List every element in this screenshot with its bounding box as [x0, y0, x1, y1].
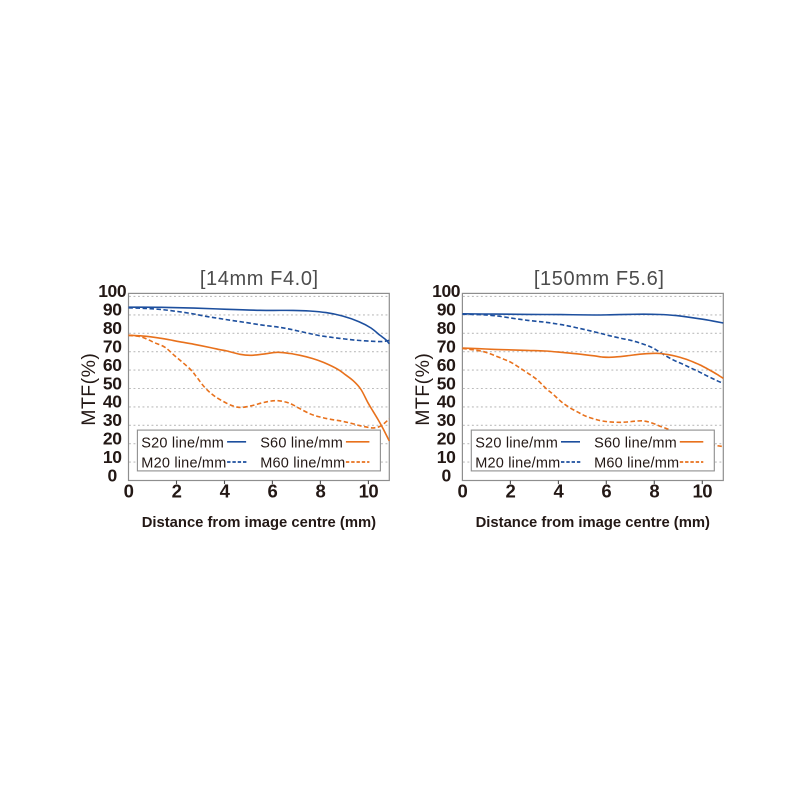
svg-text:8: 8 [316, 481, 326, 502]
svg-text:4: 4 [220, 481, 231, 502]
svg-text:[14mm F4.0]: [14mm F4.0] [200, 268, 319, 290]
svg-text:8: 8 [649, 481, 659, 502]
svg-text:0: 0 [124, 481, 134, 502]
svg-text:M60 line/mm: M60 line/mm [260, 456, 345, 472]
svg-text:6: 6 [268, 481, 278, 502]
svg-text:10: 10 [103, 447, 122, 467]
svg-text:Distance from image centre (mm: Distance from image centre (mm) [142, 515, 376, 531]
svg-text:6: 6 [601, 481, 611, 502]
svg-text:80: 80 [103, 318, 122, 338]
svg-text:30: 30 [437, 410, 456, 430]
svg-text:20: 20 [437, 429, 456, 449]
svg-text:40: 40 [437, 392, 456, 412]
svg-text:70: 70 [437, 337, 456, 357]
svg-text:30: 30 [103, 410, 122, 430]
svg-text:0: 0 [458, 481, 468, 502]
svg-text:S60 line/mm: S60 line/mm [260, 435, 343, 451]
svg-text:S20 line/mm: S20 line/mm [475, 435, 558, 451]
svg-text:10: 10 [693, 481, 713, 502]
svg-text:M20 line/mm: M20 line/mm [475, 456, 560, 472]
svg-text:70: 70 [103, 337, 122, 357]
svg-text:4: 4 [554, 481, 565, 502]
svg-text:100: 100 [98, 281, 127, 301]
svg-text:S60 line/mm: S60 line/mm [594, 435, 677, 451]
svg-text:M20 line/mm: M20 line/mm [141, 456, 226, 472]
svg-text:90: 90 [437, 300, 456, 320]
svg-text:20: 20 [103, 429, 122, 449]
svg-text:80: 80 [437, 318, 456, 338]
svg-text:MTF(%): MTF(%) [412, 353, 434, 426]
svg-text:60: 60 [437, 355, 456, 375]
svg-text:0: 0 [108, 465, 118, 485]
svg-text:M60 line/mm: M60 line/mm [594, 456, 679, 472]
svg-text:100: 100 [432, 281, 461, 301]
svg-text:MTF(%): MTF(%) [78, 353, 100, 426]
svg-text:60: 60 [103, 355, 122, 375]
svg-text:40: 40 [103, 392, 122, 412]
svg-text:10: 10 [359, 481, 379, 502]
svg-text:2: 2 [172, 481, 182, 502]
svg-text:[150mm F5.6]: [150mm F5.6] [534, 268, 665, 290]
svg-text:0: 0 [441, 465, 451, 485]
svg-text:90: 90 [103, 300, 122, 320]
svg-text:50: 50 [437, 373, 456, 393]
svg-text:10: 10 [437, 447, 456, 467]
svg-text:S20 line/mm: S20 line/mm [141, 435, 224, 451]
svg-text:50: 50 [103, 373, 122, 393]
svg-text:Distance from image centre (mm: Distance from image centre (mm) [476, 515, 710, 531]
svg-text:2: 2 [506, 481, 516, 502]
